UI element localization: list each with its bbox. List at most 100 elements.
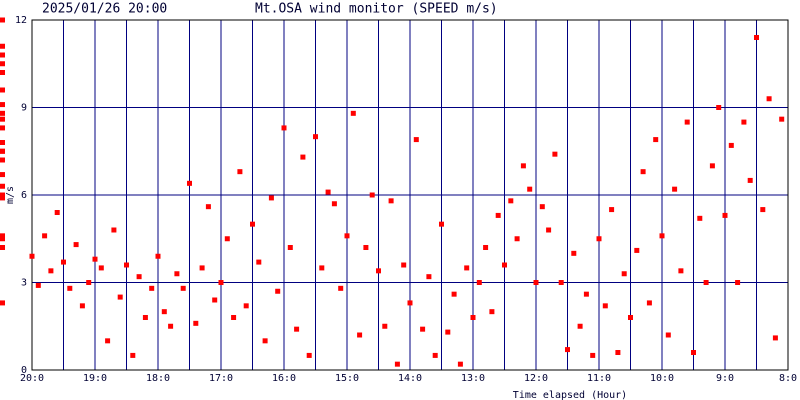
point xyxy=(0,172,5,178)
point xyxy=(483,245,489,250)
point xyxy=(0,70,5,75)
point xyxy=(577,323,583,329)
point xyxy=(105,338,111,344)
point xyxy=(703,280,709,285)
point xyxy=(678,268,684,274)
point xyxy=(646,300,652,306)
point xyxy=(533,280,539,285)
point xyxy=(0,245,5,250)
point xyxy=(451,291,457,297)
point xyxy=(376,268,381,274)
x-tick-label: 14:0 xyxy=(398,373,422,384)
point xyxy=(168,323,174,329)
point xyxy=(338,285,344,291)
point xyxy=(212,297,218,303)
point xyxy=(79,303,85,309)
point xyxy=(407,300,413,306)
y-tick-label: 6 xyxy=(21,190,27,201)
point xyxy=(306,352,312,358)
point xyxy=(0,300,5,306)
point xyxy=(772,335,778,341)
point xyxy=(420,326,426,332)
point xyxy=(527,186,533,192)
point xyxy=(268,195,274,201)
point xyxy=(67,285,73,291)
point xyxy=(590,352,596,358)
point xyxy=(754,35,759,40)
point xyxy=(565,347,570,353)
point xyxy=(766,96,772,102)
point xyxy=(218,280,224,285)
point xyxy=(0,110,5,116)
point xyxy=(0,236,5,242)
point xyxy=(73,242,79,248)
point xyxy=(86,280,92,285)
point xyxy=(709,163,715,169)
point xyxy=(54,210,60,215)
point xyxy=(735,280,741,285)
point xyxy=(476,280,482,285)
point xyxy=(0,183,5,189)
point xyxy=(558,280,564,285)
x-tick-label: 20:0 xyxy=(20,373,44,384)
point xyxy=(0,148,5,154)
point xyxy=(0,43,5,49)
point xyxy=(413,137,419,143)
point xyxy=(401,262,407,268)
point xyxy=(124,262,129,268)
point xyxy=(193,320,199,326)
point xyxy=(394,361,400,367)
point xyxy=(388,198,394,204)
point xyxy=(313,134,318,140)
point xyxy=(691,350,696,355)
point xyxy=(432,352,438,358)
point xyxy=(224,236,230,242)
point xyxy=(596,236,602,242)
plot-border xyxy=(31,19,789,371)
point xyxy=(0,233,5,239)
point xyxy=(760,207,766,213)
point xyxy=(155,253,161,259)
point xyxy=(61,259,66,265)
x-axis-label: Time elapsed (Hour) xyxy=(513,390,627,400)
point xyxy=(231,315,237,320)
point xyxy=(363,245,369,250)
point xyxy=(508,198,514,204)
point xyxy=(684,119,690,125)
point xyxy=(300,154,306,160)
x-tick-label: 19:0 xyxy=(83,373,107,384)
point xyxy=(539,204,545,210)
point xyxy=(571,250,577,256)
point xyxy=(281,125,287,131)
point xyxy=(331,201,337,207)
point xyxy=(439,221,444,227)
point xyxy=(653,137,659,143)
point xyxy=(552,151,558,157)
point xyxy=(615,350,621,355)
point xyxy=(0,52,5,58)
point xyxy=(665,332,671,338)
x-tick-label: 17:0 xyxy=(209,373,233,384)
y-tick-label: 9 xyxy=(21,103,27,114)
point xyxy=(779,116,785,122)
point xyxy=(464,265,470,271)
point xyxy=(130,352,136,358)
point xyxy=(0,157,5,163)
point xyxy=(741,119,747,125)
point xyxy=(382,323,388,329)
point xyxy=(602,303,608,309)
y-tick-label: 0 xyxy=(21,365,27,376)
point xyxy=(628,315,633,320)
point xyxy=(98,265,104,271)
point xyxy=(659,233,665,239)
point xyxy=(0,195,5,201)
point xyxy=(136,274,142,280)
point xyxy=(48,268,54,274)
point xyxy=(250,221,255,227)
point xyxy=(205,204,211,210)
point xyxy=(29,253,35,259)
point xyxy=(0,140,5,145)
x-tick-label: 16:0 xyxy=(272,373,296,384)
